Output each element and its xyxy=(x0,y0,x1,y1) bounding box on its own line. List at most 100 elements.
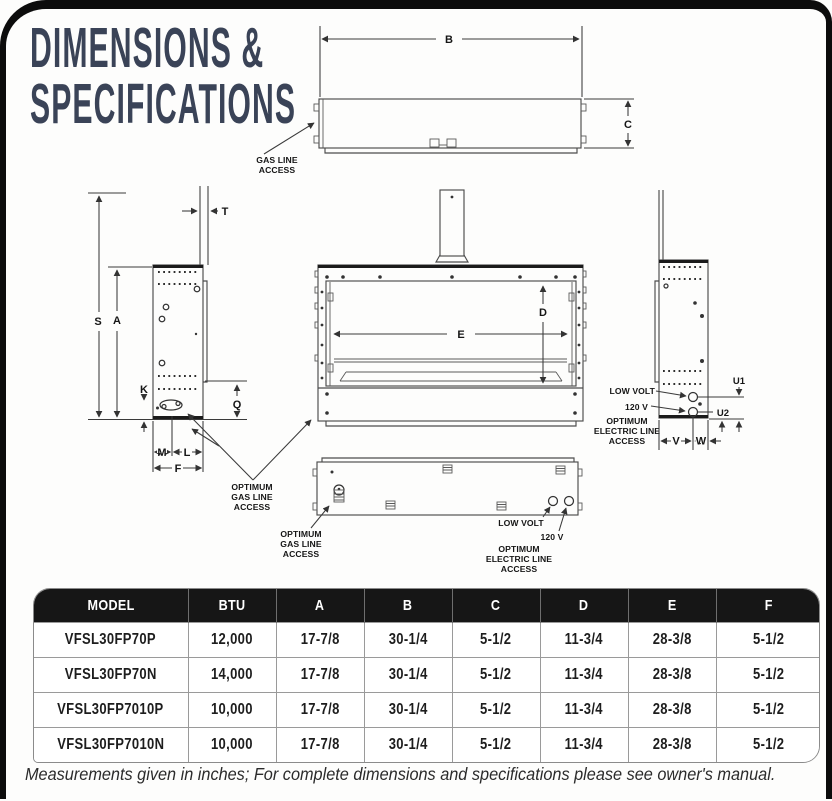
value-cell: 5-1/2 xyxy=(452,622,541,658)
spec-table-wrap: MODEL BTU A B C D E F VFSL30FP70P 12,000 17-7/8 30… xyxy=(33,588,820,763)
value-cell: 5-1/2 xyxy=(452,657,541,693)
optimum-gas-line-access-label: GAS LINE xyxy=(280,539,322,549)
vent-knockouts xyxy=(385,464,566,511)
value-cell: 28-3/8 xyxy=(628,657,717,693)
gas-keyhole-knockout xyxy=(333,484,345,503)
top-view: B C GAS LINE ACCESS xyxy=(256,26,634,175)
value-cell: 14,000 xyxy=(188,657,277,693)
dim-q-label: Q xyxy=(233,399,242,411)
table-row: VFSL30FP70N 14,000 17-7/8 30-1/4 5-1/2 11-3/4… xyxy=(34,657,819,693)
header-cell-d: D xyxy=(540,589,629,623)
header-cell-f: F xyxy=(716,589,819,623)
gas-access-knockout xyxy=(159,399,183,411)
120v-label-bottom: 120 V xyxy=(541,532,564,542)
gas-line-access-label: GAS LINE xyxy=(256,155,298,165)
value-cell: 11-3/4 xyxy=(540,622,629,658)
dim-m-label: M xyxy=(157,447,166,459)
dim-t-label: T xyxy=(222,206,229,218)
optimum-electric-line-access-label: ELECTRIC LINE xyxy=(594,426,660,436)
optimum-gas-line-access-label: GAS LINE xyxy=(231,492,273,502)
value-cell: 30-1/4 xyxy=(364,622,453,658)
title-line-1: DIMENSIONS & xyxy=(30,16,265,80)
value-cell: 5-1/2 xyxy=(716,727,819,762)
dim-c-label: C xyxy=(624,119,632,131)
value-cell: 17-7/8 xyxy=(276,692,365,728)
side-view-right: LOW VOLT 120 V OPTIMUM ELECTRIC LINE ACC… xyxy=(594,190,746,450)
dim-b-label: B xyxy=(445,34,453,46)
table-row: VFSL30FP7010P 10,000 17-7/8 30-1/4 5-1/2 11-3… xyxy=(34,692,819,728)
value-cell: 11-3/4 xyxy=(540,692,629,728)
optimum-electric-line-access-label-bottom: ACCESS xyxy=(501,564,538,574)
model-cell: VFSL30FP7010P xyxy=(34,692,189,728)
model-cell: VFSL30FP70N xyxy=(34,657,189,693)
model-cell: VFSL30FP70P xyxy=(34,622,189,658)
dim-l-label: L xyxy=(184,447,191,459)
spec-table: MODEL BTU A B C D E F VFSL30FP70P 12,000 17-7/8 30… xyxy=(34,589,819,762)
side-tabs xyxy=(314,270,587,362)
value-cell: 10,000 xyxy=(188,692,277,728)
dim-u2-label: U2 xyxy=(717,408,729,419)
header-cell-a: A xyxy=(276,589,365,623)
page-title: DIMENSIONS & SPECIFICATIONS xyxy=(30,20,296,133)
optimum-electric-line-access-label-bottom: OPTIMUM xyxy=(498,544,539,554)
front-view: E D xyxy=(314,189,587,427)
value-cell: 5-1/2 xyxy=(716,657,819,693)
screw-dots xyxy=(320,275,581,415)
value-cell: 17-7/8 xyxy=(276,727,365,762)
value-cell: 30-1/4 xyxy=(364,657,453,693)
low-volt-label: LOW VOLT xyxy=(609,386,655,396)
120v-knockout xyxy=(687,406,699,418)
table-row: VFSL30FP7010N 10,000 17-7/8 30-1/4 5-1/2 11-3… xyxy=(34,727,819,762)
value-cell: 12,000 xyxy=(188,622,277,658)
value-cell: 5-1/2 xyxy=(716,692,819,728)
header-cell-btu: BTU xyxy=(188,589,277,623)
dim-v-label: V xyxy=(672,436,680,448)
gas-line-access-label: ACCESS xyxy=(259,165,296,175)
value-cell: 5-1/2 xyxy=(716,622,819,658)
header-row: MODEL BTU A B C D E F xyxy=(34,589,819,623)
low-volt-knockout xyxy=(687,391,699,403)
value-cell: 10,000 xyxy=(188,727,277,762)
value-cell: 28-3/8 xyxy=(628,727,717,762)
120v-label: 120 V xyxy=(625,402,648,412)
optimum-gas-line-access-label: ACCESS xyxy=(283,549,320,559)
title-line-2: SPECIFICATIONS xyxy=(30,72,297,136)
spec-table-body: VFSL30FP70P 12,000 17-7/8 30-1/4 5-1/2 11-3/4… xyxy=(34,622,819,762)
header-cell-b: B xyxy=(364,589,453,623)
optimum-gas-line-access-label: ACCESS xyxy=(234,502,271,512)
value-cell: 17-7/8 xyxy=(276,657,365,693)
header-cell-model: MODEL xyxy=(34,589,189,623)
header-cell-e: E xyxy=(628,589,717,623)
value-cell: 28-3/8 xyxy=(628,622,717,658)
value-cell: 11-3/4 xyxy=(540,657,629,693)
table-row: VFSL30FP70P 12,000 17-7/8 30-1/4 5-1/2 11-3/4… xyxy=(34,622,819,658)
dim-e-label: E xyxy=(457,329,464,341)
value-cell: 11-3/4 xyxy=(540,727,629,762)
bottom-view: OPTIMUM GAS LINE ACCESS LOW VOLT 120 V O… xyxy=(280,457,583,574)
value-cell: 5-1/2 xyxy=(452,692,541,728)
dim-u1-label: U1 xyxy=(733,376,746,387)
header-cell-c: C xyxy=(452,589,541,623)
optimum-electric-line-access-label: ACCESS xyxy=(609,436,646,446)
value-cell: 17-7/8 xyxy=(276,622,365,658)
optimum-electric-line-access-label-bottom: ELECTRIC LINE xyxy=(486,554,552,564)
optimum-gas-line-access-label: OPTIMUM xyxy=(231,482,272,492)
value-cell: 28-3/8 xyxy=(628,692,717,728)
value-cell: 30-1/4 xyxy=(364,727,453,762)
value-cell: 30-1/4 xyxy=(364,692,453,728)
low-volt-knockout-bottom xyxy=(547,495,559,507)
dim-f-label: F xyxy=(175,463,182,475)
dim-k-label: K xyxy=(140,384,148,396)
120v-knockout-bottom xyxy=(563,495,575,507)
model-cell: VFSL30FP7010N xyxy=(34,727,189,762)
dim-w-label: W xyxy=(696,436,707,448)
spec-table-head: MODEL BTU A B C D E F xyxy=(34,589,819,623)
dim-s-label: S xyxy=(94,316,101,328)
dimensions-diagram: B C GAS LINE ACCESS T xyxy=(88,26,746,574)
side-view-left: T S A K xyxy=(88,186,247,475)
optimum-electric-line-access-label: OPTIMUM xyxy=(606,416,647,426)
dim-a-label: A xyxy=(113,315,121,327)
footnote: Measurements given in inches; For comple… xyxy=(25,764,776,784)
optimum-gas-line-callout: OPTIMUM GAS LINE ACCESS xyxy=(187,413,312,512)
